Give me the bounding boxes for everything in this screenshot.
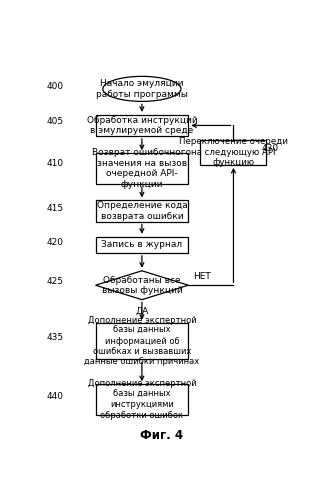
Text: 430: 430	[261, 144, 279, 153]
FancyBboxPatch shape	[200, 140, 266, 165]
Text: 435: 435	[47, 332, 64, 342]
Text: 440: 440	[47, 392, 64, 402]
Text: ДА: ДА	[135, 306, 149, 316]
Text: Обработка инструкций
в эмулируемой среде: Обработка инструкций в эмулируемой среде	[87, 116, 197, 135]
FancyBboxPatch shape	[95, 323, 188, 360]
Text: 410: 410	[47, 160, 64, 168]
Text: Начало эмуляции
работы программы: Начало эмуляции работы программы	[96, 79, 188, 98]
Text: Возврат ошибочного
значения на вызов
очередной API-
функции: Возврат ошибочного значения на вызов оче…	[92, 148, 192, 188]
FancyBboxPatch shape	[95, 384, 188, 415]
Text: НЕТ: НЕТ	[193, 272, 211, 281]
Text: 425: 425	[47, 277, 64, 286]
Text: Дополнение экспертной
базы данных
инструкциями
обработки ошибок: Дополнение экспертной базы данных инстру…	[88, 380, 196, 420]
Text: Определение кода
возврата ошибки: Определение кода возврата ошибки	[96, 201, 187, 220]
Text: Обработаны все
вызовы функций: Обработаны все вызовы функций	[101, 276, 182, 295]
FancyBboxPatch shape	[95, 153, 188, 184]
Text: 415: 415	[47, 204, 64, 212]
Text: Дополнение экспертной
базы данных
информацией об
ошибках и вызвавших
данные ошиб: Дополнение экспертной базы данных информ…	[84, 316, 199, 366]
Text: Фиг. 4: Фиг. 4	[140, 429, 183, 442]
Polygon shape	[95, 271, 188, 300]
Text: Переключение очереди
на следующую API
функцию: Переключение очереди на следующую API фу…	[179, 138, 288, 168]
Text: 420: 420	[47, 238, 64, 246]
FancyBboxPatch shape	[95, 236, 188, 253]
Text: Запись в журнал: Запись в журнал	[101, 240, 182, 250]
Ellipse shape	[103, 76, 181, 102]
Text: 400: 400	[47, 82, 64, 92]
Text: 405: 405	[47, 117, 64, 126]
FancyBboxPatch shape	[95, 115, 188, 136]
FancyBboxPatch shape	[95, 200, 188, 222]
